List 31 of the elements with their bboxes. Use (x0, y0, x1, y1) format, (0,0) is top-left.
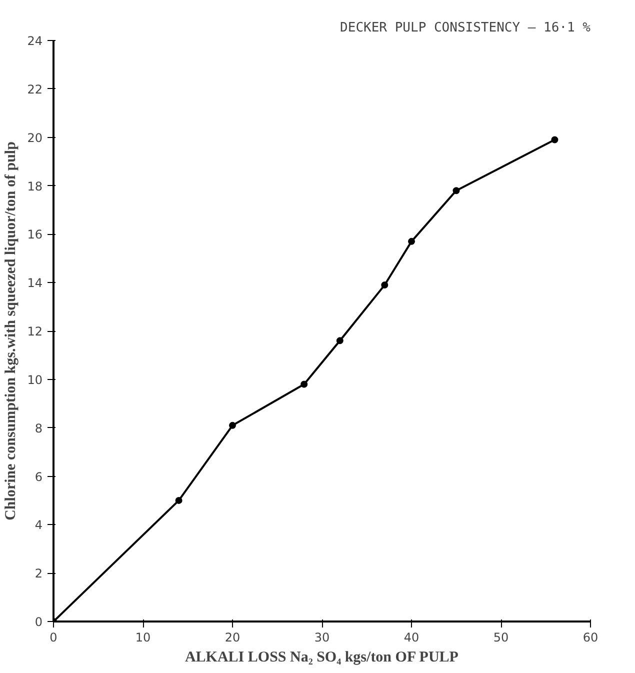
chart-title: DECKER PULP CONSISTENCY – 16·1 % (340, 20, 591, 36)
y-tick-label: 0 (34, 615, 43, 629)
point (381, 282, 388, 288)
x-tick-label: 60 (582, 630, 598, 644)
point (452, 187, 460, 194)
point (229, 422, 236, 429)
y-tick-label: 20 (27, 130, 43, 145)
x-tick-label: 20 (224, 630, 240, 644)
y-tick-label: 4 (34, 518, 43, 532)
y-tick-label: 16 (27, 228, 43, 242)
y-tick-label: 22 (27, 82, 43, 96)
point (408, 238, 415, 245)
y-tick-label: 6 (34, 470, 43, 484)
y-tick-label: 8 (34, 421, 43, 436)
point (300, 380, 308, 388)
x-tick-label: 10 (135, 630, 151, 644)
point (336, 337, 344, 344)
y-tick-label: 14 (27, 276, 43, 290)
x-tick-label: 0 (50, 630, 58, 644)
y-tick-label: 2 (34, 566, 43, 581)
x-tick-label: 40 (404, 630, 420, 644)
x-axis-title: ALKALI LOSS Na₂ SO₄ kgs/ton OF PULP (184, 650, 458, 666)
y-tick-label: 18 (27, 179, 43, 194)
y-axis-title: Chlorine consumption kgs.with squeezed liquor/ton of pulp (3, 142, 20, 520)
x-tick-label: 30 (314, 630, 330, 644)
y-tick-label: 10 (27, 372, 43, 387)
x-tick-label: 50 (493, 630, 509, 644)
y-tick-label: 12 (27, 324, 43, 338)
point (551, 136, 558, 144)
point (175, 496, 182, 504)
y-tick-label: 24 (27, 34, 43, 48)
